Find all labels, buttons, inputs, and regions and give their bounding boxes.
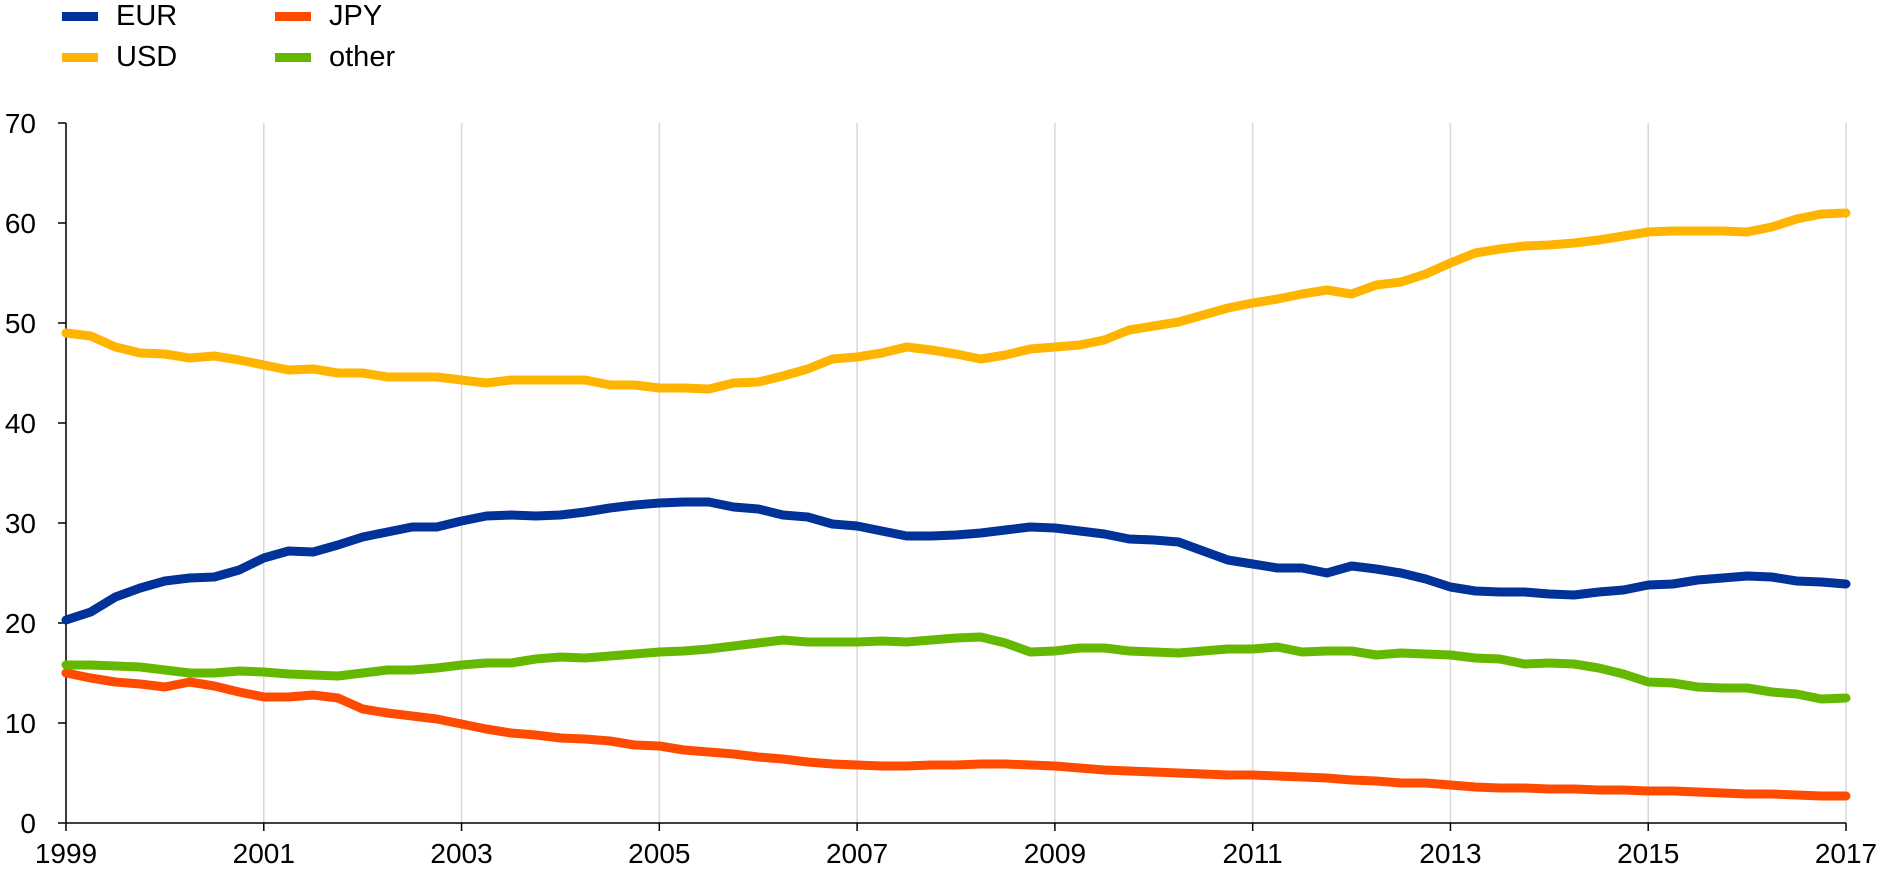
series-line-other	[61, 632, 1851, 704]
y-tick-label-50: 50	[5, 308, 36, 339]
legend-item-usd: USD	[62, 37, 177, 77]
legend-item-eur: EUR	[62, 0, 177, 36]
legend-label-other: other	[329, 41, 396, 73]
x-tick-label-2011: 2011	[1223, 838, 1283, 869]
y-tick-label-30: 30	[5, 508, 36, 539]
x-tick-label-2015: 2015	[1617, 838, 1679, 869]
x-tick-label-2005: 2005	[628, 838, 690, 869]
legend-label-usd: USD	[116, 41, 178, 73]
x-tick-label-2001: 2001	[233, 838, 295, 869]
series-line-jpy	[61, 668, 1851, 801]
chart-legend: EUR USD JPY other	[0, 0, 520, 80]
x-tick-label-2003: 2003	[430, 838, 492, 869]
vertical-gridlines	[65, 123, 1847, 823]
legend-swatch-eur	[62, 11, 98, 21]
legend-label-jpy: JPY	[329, 0, 383, 32]
series-lines	[61, 208, 1851, 801]
x-tick-label-2013: 2013	[1419, 838, 1481, 869]
y-tick-label-20: 20	[5, 608, 36, 639]
series-line-eur	[61, 497, 1851, 625]
legend-item-other: other	[275, 37, 395, 77]
legend-label-eur: EUR	[116, 0, 178, 32]
y-tick-label-60: 60	[5, 208, 36, 239]
x-tick-label-1999: 1999	[35, 838, 97, 869]
x-tick-label-2009: 2009	[1024, 838, 1086, 869]
x-tick-label-2017: 2017	[1815, 838, 1877, 869]
legend-swatch-other	[275, 52, 311, 62]
series-line-usd	[61, 208, 1851, 394]
x-axis-ticks: 1999 2001 2003 2005 2007 2009 2011 2013 2015 2017	[35, 823, 1877, 869]
legend-item-jpy: JPY	[275, 0, 382, 36]
x-tick-label-2007: 2007	[826, 838, 888, 869]
y-axis-ticks: 0 10 20 30 40 50 60 70	[5, 108, 66, 839]
legend-swatch-usd	[62, 52, 98, 62]
y-tick-label-40: 40	[5, 408, 36, 439]
y-tick-label-70: 70	[5, 108, 36, 139]
y-tick-label-0: 0	[20, 808, 36, 839]
y-tick-label-10: 10	[5, 708, 36, 739]
legend-swatch-jpy	[275, 11, 311, 21]
